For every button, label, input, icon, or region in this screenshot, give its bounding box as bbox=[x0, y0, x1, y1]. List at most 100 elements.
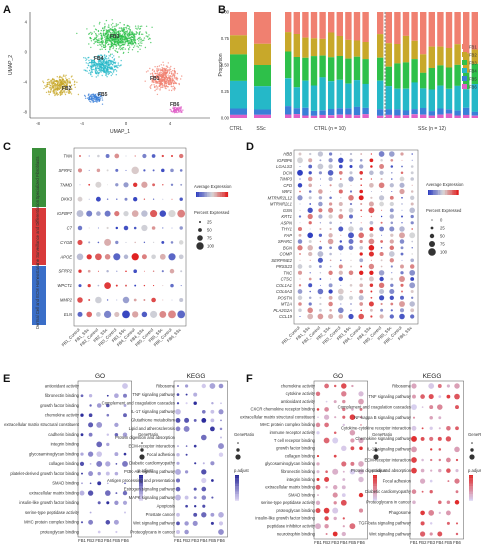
umap-point bbox=[96, 39, 99, 42]
umap-point bbox=[68, 78, 70, 80]
legend-p-gradient bbox=[469, 491, 473, 493]
umap-point bbox=[55, 83, 58, 86]
enrich-x-label: FB3 bbox=[427, 540, 435, 545]
umap-point bbox=[97, 30, 100, 33]
umap-point bbox=[42, 81, 45, 84]
dot-d bbox=[389, 258, 394, 263]
umap-point bbox=[54, 94, 56, 97]
dot-c bbox=[125, 284, 127, 287]
term-label: immune receptor activity bbox=[270, 430, 316, 435]
sample-bar-segment bbox=[345, 108, 352, 115]
enrich-dot bbox=[123, 404, 127, 407]
dot-d bbox=[399, 239, 405, 244]
umap-point bbox=[107, 39, 110, 41]
dot-d bbox=[380, 302, 383, 306]
enrich-dot bbox=[97, 530, 101, 534]
term-label: integrin binding bbox=[287, 477, 316, 482]
legend-p-gradient bbox=[139, 489, 143, 492]
legend-size-dot-c bbox=[196, 242, 204, 250]
umap-point bbox=[115, 23, 118, 25]
umap-point bbox=[163, 77, 166, 79]
dot-d bbox=[349, 158, 353, 162]
umap-point bbox=[106, 37, 108, 40]
dot-c bbox=[123, 210, 129, 217]
proportion-ylabel: Proportion bbox=[218, 53, 224, 76]
umap-point bbox=[90, 98, 93, 100]
umap-point bbox=[103, 46, 105, 48]
umap-point bbox=[153, 85, 156, 88]
umap-point bbox=[130, 34, 132, 36]
umap-point bbox=[145, 35, 147, 37]
sample-bar-segment bbox=[345, 114, 352, 118]
sample-bar-segment bbox=[310, 85, 318, 111]
enrich-dot bbox=[211, 496, 214, 499]
legend-p-gradient bbox=[373, 487, 377, 490]
gene-label-c: ELN bbox=[64, 312, 73, 317]
umap-point bbox=[88, 32, 91, 35]
umap-point bbox=[136, 45, 138, 47]
proportion-y-tick: 0.25 bbox=[221, 89, 230, 94]
dot-d bbox=[388, 251, 395, 257]
umap-point bbox=[96, 73, 98, 75]
legend-p: p.adjust bbox=[372, 468, 388, 473]
umap-point bbox=[58, 88, 61, 90]
dot-d bbox=[379, 251, 384, 257]
umap-point bbox=[117, 67, 119, 69]
dot-d bbox=[297, 295, 303, 301]
enrich-dot bbox=[202, 504, 206, 508]
enrich-dot bbox=[185, 402, 188, 405]
gene-label-d: IGFBP6 bbox=[277, 158, 293, 163]
dot-d bbox=[339, 240, 343, 243]
umap-point bbox=[159, 82, 161, 85]
umap-point bbox=[111, 53, 113, 55]
enrich-dot bbox=[193, 496, 197, 499]
umap-point bbox=[104, 70, 106, 72]
umap-point bbox=[112, 68, 114, 71]
enrich-dot bbox=[446, 521, 450, 525]
enrich-dot bbox=[428, 383, 435, 389]
term-label: T cell receptor binding bbox=[274, 438, 316, 443]
dot-d bbox=[329, 265, 332, 268]
enrich-dot bbox=[316, 408, 320, 411]
dot-d bbox=[360, 222, 362, 224]
dot-c bbox=[86, 254, 92, 260]
dot-d bbox=[400, 152, 404, 156]
umap-point bbox=[170, 78, 172, 80]
enrich-dot bbox=[185, 453, 188, 456]
dot-d bbox=[389, 195, 394, 200]
umap-point bbox=[124, 27, 126, 29]
umap-point bbox=[166, 65, 168, 68]
umap-point bbox=[60, 87, 62, 90]
umap-point bbox=[50, 80, 52, 83]
umap-point bbox=[104, 64, 107, 67]
enrich-dot bbox=[315, 523, 321, 530]
enrich-dot bbox=[437, 404, 443, 410]
dot-d bbox=[308, 190, 312, 193]
dot-d bbox=[318, 264, 322, 269]
umap-point bbox=[161, 70, 164, 72]
dot-d bbox=[369, 283, 374, 288]
umap-point bbox=[128, 49, 130, 51]
dot-d bbox=[308, 265, 312, 268]
enrich-dot bbox=[411, 446, 417, 453]
dot-c bbox=[88, 169, 90, 171]
umap-point bbox=[110, 63, 112, 65]
umap-point bbox=[93, 98, 96, 101]
gene-label-c: WPCT1 bbox=[57, 283, 72, 288]
umap-point bbox=[119, 41, 121, 43]
term-label: PI3K-Akt signaling pathway bbox=[124, 469, 176, 474]
enrich-dot bbox=[341, 485, 346, 490]
umap-point bbox=[92, 97, 94, 99]
umap-point bbox=[176, 76, 178, 79]
legend-expr-c: Average Expression bbox=[194, 184, 232, 189]
umap-point bbox=[115, 45, 118, 47]
umap-point bbox=[171, 81, 173, 83]
umap-point bbox=[143, 39, 145, 41]
dot-d bbox=[380, 177, 383, 181]
umap-point bbox=[148, 34, 150, 36]
dot-d bbox=[298, 233, 302, 237]
dot-c bbox=[178, 240, 184, 245]
umap-point bbox=[134, 37, 136, 39]
legend-p-gradient bbox=[235, 486, 239, 488]
umap-point bbox=[168, 89, 170, 91]
